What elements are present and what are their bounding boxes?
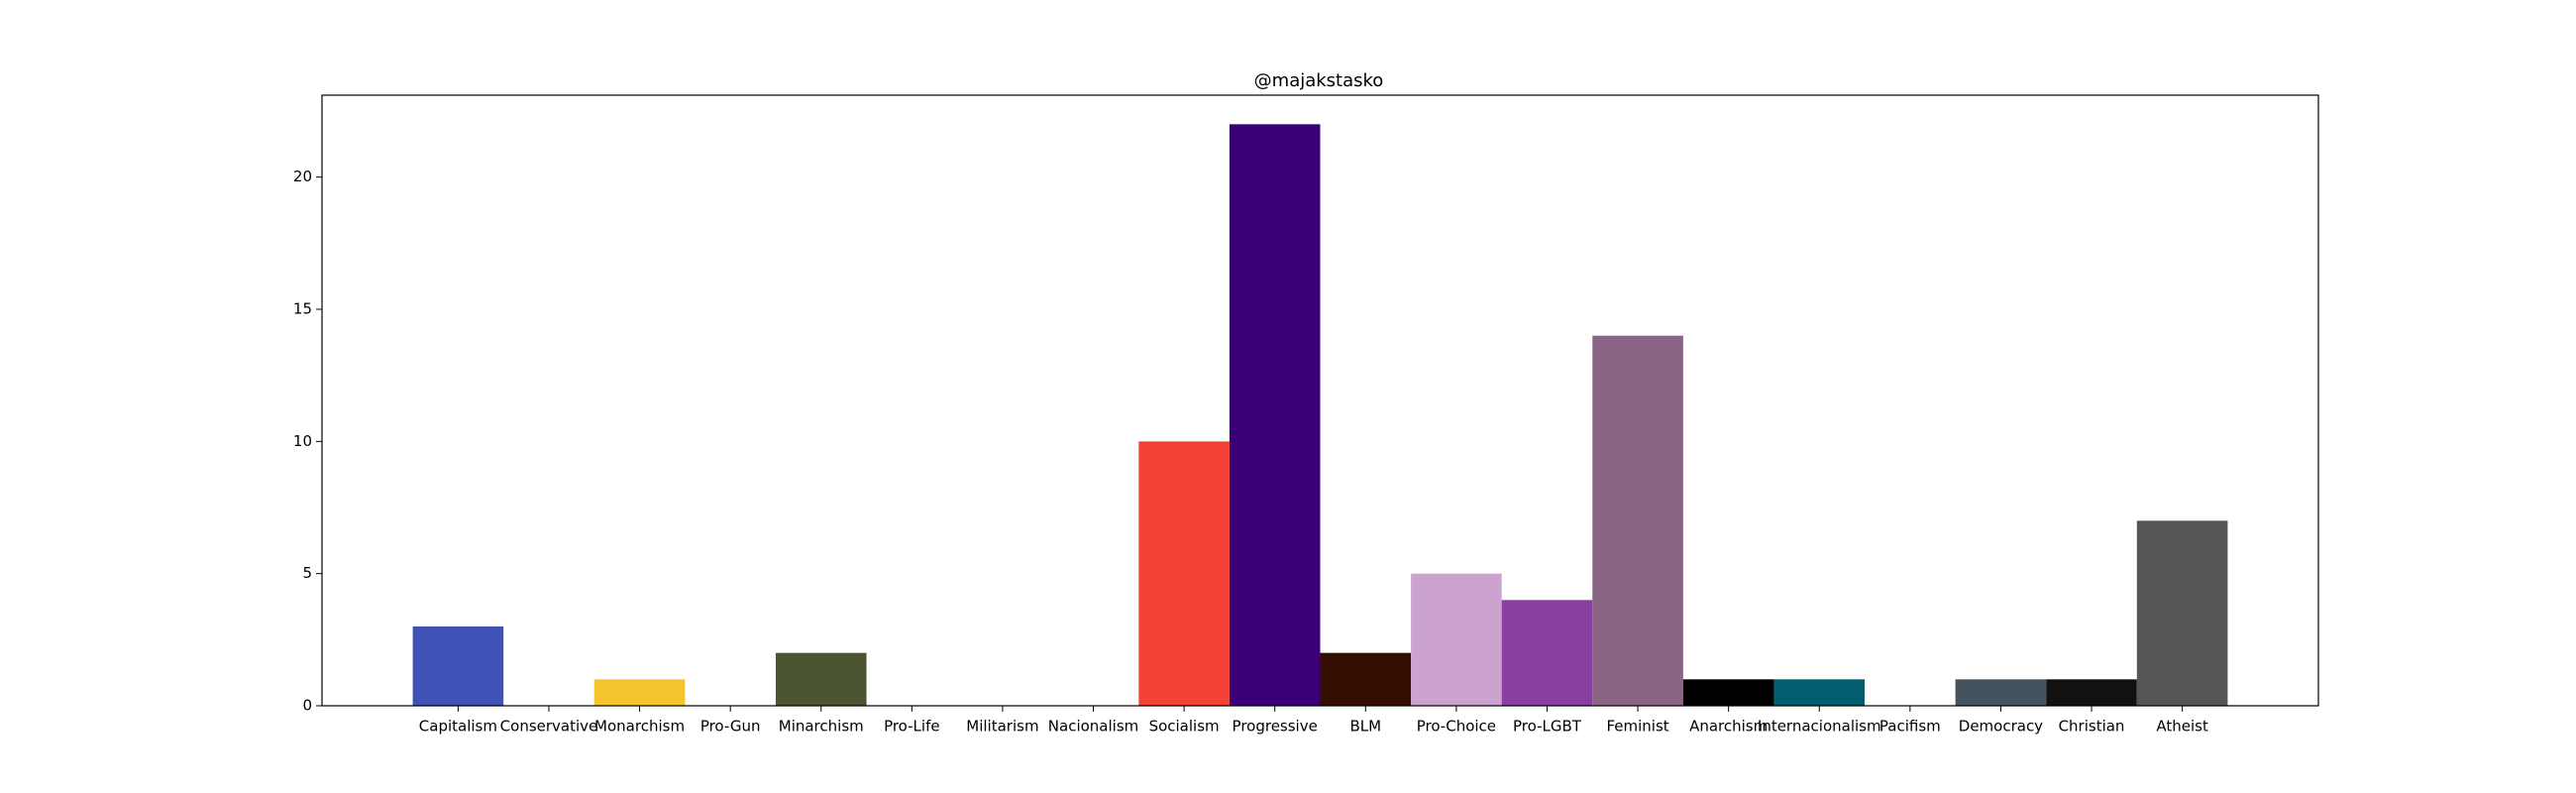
y-tick-label: 5 bbox=[302, 564, 312, 582]
y-tick-label: 15 bbox=[293, 300, 312, 318]
bar-pro-lgbt bbox=[1501, 600, 1593, 706]
x-tick-label: Christian bbox=[2059, 718, 2125, 736]
x-tick-label: Nacionalism bbox=[1048, 718, 1138, 736]
x-tick-label: Minarchism bbox=[779, 718, 864, 736]
x-tick-label: Pro-Choice bbox=[1417, 718, 1496, 736]
bar-anarchism bbox=[1682, 679, 1774, 706]
bar-atheist bbox=[2136, 520, 2228, 706]
y-tick-label: 10 bbox=[293, 432, 312, 450]
x-tick-label: Anarchism bbox=[1689, 718, 1768, 736]
x-tick-label: Feminist bbox=[1606, 718, 1668, 736]
x-tick-label: Socialism bbox=[1149, 718, 1220, 736]
x-tick-label: Monarchism bbox=[594, 718, 685, 736]
bar-feminist bbox=[1592, 335, 1683, 706]
bars-group bbox=[412, 124, 2228, 706]
x-tick-label: Democracy bbox=[1959, 718, 2043, 736]
bar-progressive bbox=[1229, 124, 1321, 706]
bar-socialism bbox=[1138, 441, 1230, 706]
x-tick-label: Pro-Life bbox=[884, 718, 940, 736]
x-tick-label: Militarism bbox=[966, 718, 1038, 736]
x-tick-label: Internacionalism bbox=[1758, 718, 1881, 736]
bar-minarchism bbox=[775, 652, 867, 706]
bar-capitalism bbox=[412, 626, 504, 706]
x-tick-label: Capitalism bbox=[419, 718, 497, 736]
y-tick-label: 0 bbox=[302, 697, 312, 715]
bar-monarchism bbox=[593, 679, 686, 706]
bar-democracy bbox=[1955, 679, 2047, 706]
x-tick-label: Pro-Gun bbox=[700, 718, 761, 736]
x-tick-label: Pacifism bbox=[1879, 718, 1941, 736]
x-tick-label: BLM bbox=[1349, 718, 1381, 736]
x-tick-label: Progressive bbox=[1233, 718, 1318, 736]
x-tick-label: Pro-LGBT bbox=[1513, 718, 1582, 736]
bar-christian bbox=[2046, 679, 2137, 706]
y-tick-label: 20 bbox=[293, 168, 312, 185]
bar-internacionalism bbox=[1773, 679, 1866, 706]
chart-title: @majakstasko bbox=[1254, 70, 1384, 91]
plot-frame bbox=[321, 94, 2319, 707]
bar-pro-choice bbox=[1411, 573, 1502, 706]
y-axis: 0 5 10 15 20 bbox=[293, 168, 322, 715]
x-tick-label: Conservative bbox=[500, 718, 598, 736]
x-tick-label: Atheist bbox=[2156, 718, 2208, 736]
bar-blm bbox=[1320, 652, 1412, 706]
